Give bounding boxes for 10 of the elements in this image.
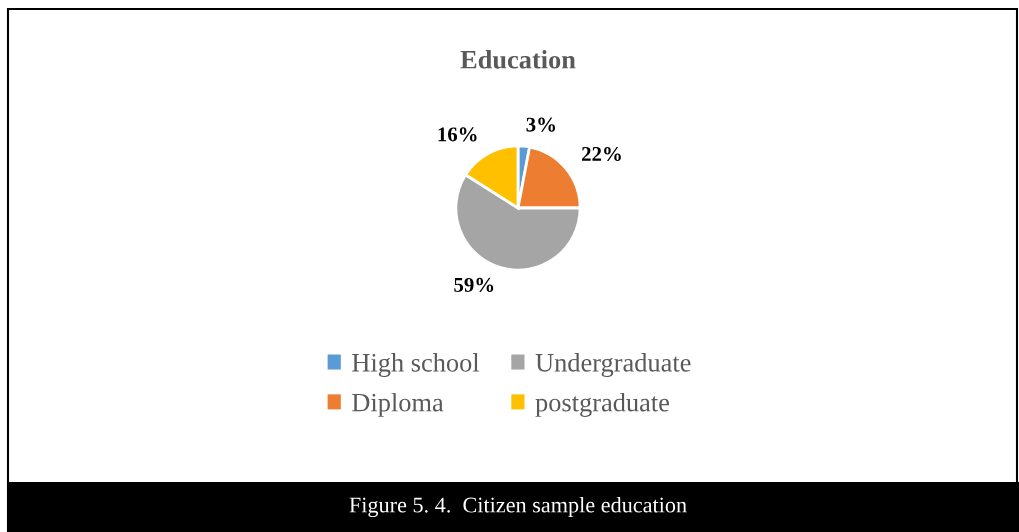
legend-label: Undergraduate	[535, 353, 691, 378]
legend-label: postgraduate	[535, 392, 669, 417]
data-label: 22%	[582, 146, 621, 162]
legend-label: High school	[352, 353, 480, 378]
data-label: 59%	[454, 277, 494, 292]
caption: Figure 5. 4. Citizen sample education	[349, 496, 687, 518]
data-label: 3%	[526, 117, 556, 132]
chart-title: Education	[460, 50, 576, 69]
legend-label: Diploma	[352, 392, 444, 417]
data-label: 16%	[438, 127, 477, 142]
